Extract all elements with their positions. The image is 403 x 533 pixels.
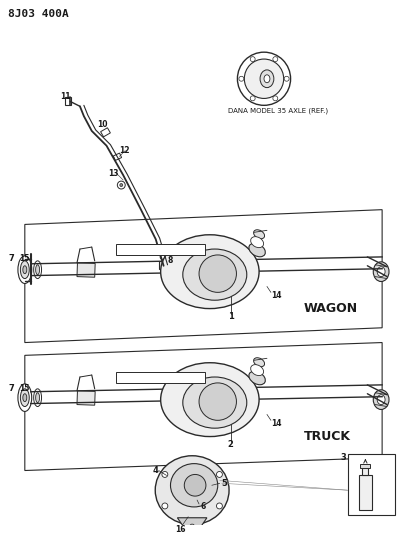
- Ellipse shape: [251, 365, 264, 376]
- Ellipse shape: [35, 393, 39, 402]
- Circle shape: [273, 56, 278, 62]
- Bar: [362, 467, 368, 475]
- Bar: [101, 128, 110, 137]
- Bar: [116, 372, 205, 383]
- Ellipse shape: [249, 243, 265, 257]
- Text: 6: 6: [200, 503, 205, 512]
- Ellipse shape: [377, 266, 385, 277]
- Ellipse shape: [21, 261, 29, 279]
- Ellipse shape: [18, 256, 32, 284]
- Circle shape: [216, 503, 222, 509]
- Circle shape: [284, 76, 289, 81]
- Circle shape: [250, 96, 255, 101]
- Ellipse shape: [249, 371, 265, 385]
- Ellipse shape: [23, 394, 27, 401]
- Text: 15: 15: [19, 384, 29, 393]
- Circle shape: [239, 76, 244, 81]
- Text: 14: 14: [271, 291, 281, 300]
- Bar: [360, 464, 370, 467]
- Ellipse shape: [253, 230, 264, 239]
- Ellipse shape: [170, 464, 218, 507]
- Bar: [116, 244, 205, 255]
- Text: 4: 4: [153, 466, 159, 475]
- Bar: [348, 454, 395, 515]
- Text: 1: 1: [228, 312, 233, 321]
- Circle shape: [250, 56, 255, 62]
- Ellipse shape: [161, 235, 259, 309]
- Text: TRUCK: TRUCK: [303, 430, 350, 442]
- Text: 10: 10: [98, 119, 108, 128]
- Ellipse shape: [184, 474, 206, 496]
- Text: WAGON: WAGON: [303, 302, 357, 314]
- Text: XX  XX  XXX XXX: XX XX XXX XXX: [118, 247, 174, 252]
- Bar: [113, 153, 122, 160]
- Ellipse shape: [199, 383, 237, 421]
- Ellipse shape: [183, 249, 247, 300]
- Ellipse shape: [34, 389, 42, 407]
- Ellipse shape: [260, 70, 274, 87]
- Text: 12: 12: [119, 146, 130, 155]
- Ellipse shape: [34, 261, 42, 279]
- Text: 13: 13: [108, 169, 119, 177]
- Bar: [77, 263, 95, 277]
- Ellipse shape: [160, 254, 165, 260]
- Ellipse shape: [377, 395, 385, 405]
- Polygon shape: [177, 518, 207, 533]
- Ellipse shape: [199, 255, 237, 292]
- Circle shape: [273, 96, 278, 101]
- Text: 5: 5: [222, 479, 228, 488]
- Text: 16: 16: [175, 525, 186, 533]
- Ellipse shape: [21, 389, 29, 407]
- Text: 7: 7: [8, 254, 14, 263]
- Text: XX  XX  XXX XXX: XX XX XXX XXX: [118, 375, 174, 380]
- Ellipse shape: [373, 262, 389, 281]
- Circle shape: [244, 59, 284, 99]
- Text: 15: 15: [19, 254, 29, 263]
- Ellipse shape: [251, 237, 264, 248]
- Text: 14: 14: [271, 419, 281, 428]
- Ellipse shape: [35, 265, 39, 274]
- Text: 8J03 400A: 8J03 400A: [8, 9, 69, 19]
- Ellipse shape: [161, 363, 259, 437]
- Text: 7: 7: [8, 384, 14, 393]
- Text: 8: 8: [168, 256, 173, 265]
- Text: 3: 3: [341, 453, 347, 462]
- Ellipse shape: [18, 384, 32, 411]
- Circle shape: [162, 503, 168, 509]
- FancyArrowPatch shape: [364, 460, 367, 463]
- Ellipse shape: [373, 390, 389, 409]
- Ellipse shape: [264, 75, 270, 83]
- Text: DANA MODEL 35 AXLE (REF.): DANA MODEL 35 AXLE (REF.): [228, 108, 328, 115]
- Circle shape: [216, 472, 222, 478]
- Ellipse shape: [183, 377, 247, 428]
- Text: 9: 9: [168, 246, 173, 255]
- Circle shape: [190, 524, 195, 529]
- Circle shape: [120, 183, 123, 187]
- Bar: [65, 98, 71, 106]
- Circle shape: [237, 52, 291, 106]
- Ellipse shape: [253, 358, 264, 367]
- Bar: [159, 261, 166, 269]
- Circle shape: [162, 472, 168, 478]
- Circle shape: [117, 181, 125, 189]
- Bar: [77, 391, 95, 405]
- Text: 2: 2: [228, 440, 233, 449]
- Text: 11: 11: [60, 92, 71, 101]
- Ellipse shape: [155, 456, 229, 524]
- Bar: [359, 475, 372, 510]
- Ellipse shape: [23, 266, 27, 273]
